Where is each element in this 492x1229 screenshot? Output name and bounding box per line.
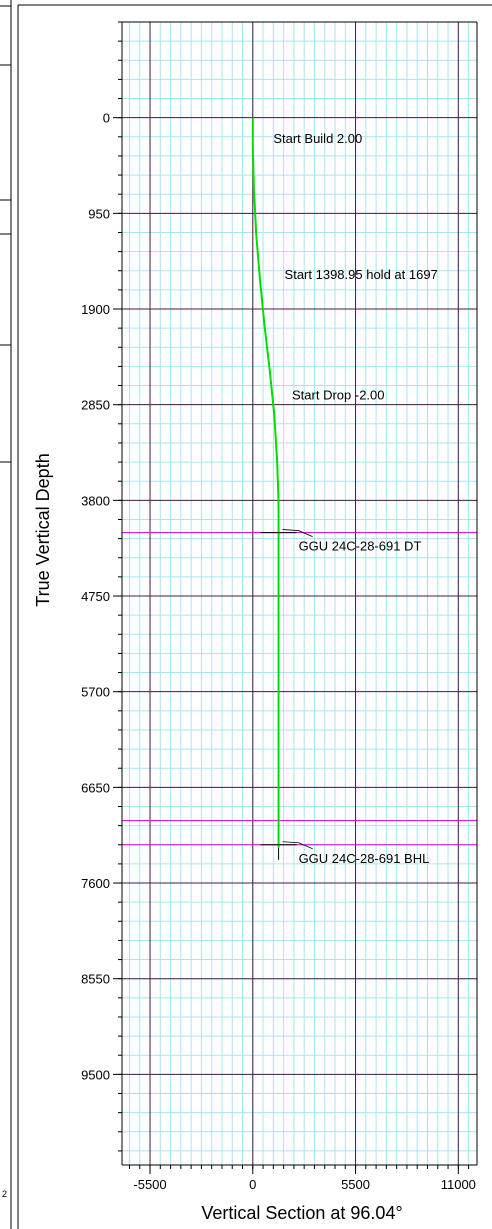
axes: [17, 4, 492, 1229]
left-panel-fragment: [0, 0, 12, 1229]
annotation-label: Start 1398.95 hold at 1697: [285, 267, 438, 282]
minor-grid: [122, 21, 477, 1165]
edge-fragment-label: 2: [2, 1189, 7, 1199]
y-tick-label: 1900: [81, 302, 110, 317]
annotation-layer: GGU 24C-28-691 DT GGU 24C-28-691 BHL Start…: [260, 131, 438, 866]
tick-labels: 0 950 1900 2850 3800 4750 5700 6650 7600 8550 9500…: [81, 111, 476, 1192]
x-tick-label: 5500: [341, 1177, 370, 1192]
y-tick-label: 7600: [81, 876, 110, 891]
target-label: GGU 24C-28-691 BHL: [299, 851, 430, 866]
y-tick-label: 5700: [81, 685, 110, 700]
series-layer: [251, 117, 280, 860]
x-axis-title: Vertical Section at 96.04°: [201, 1203, 402, 1223]
plot-background: [122, 22, 477, 1165]
y-tick-label: 2850: [81, 398, 110, 413]
x-tick-label: 11000: [441, 1177, 476, 1192]
target-leader: [282, 841, 313, 850]
y-tick-label: 8550: [81, 972, 110, 987]
y-tick-label: 6650: [81, 780, 110, 795]
target-lines: [122, 532, 477, 846]
y-tick-label: 3800: [81, 493, 110, 508]
annotation-label: Start Drop -2.00: [292, 388, 385, 403]
y-tick-label: 9500: [81, 1067, 110, 1082]
well-path-line: [251, 117, 280, 848]
y-tick-label: 950: [88, 206, 110, 221]
annotation-label: Start Build 2.00: [273, 131, 362, 146]
y-tick-label: 4750: [81, 589, 110, 604]
y-tick-label: 0: [103, 111, 110, 126]
target-leader: [282, 529, 313, 537]
y-axis-title: True Vertical Depth: [33, 453, 53, 606]
x-tick-label: 0: [249, 1177, 256, 1192]
target-label: GGU 24C-28-691 DT: [299, 539, 422, 554]
x-tick-label: -5500: [133, 1177, 166, 1192]
major-grid: [122, 22, 477, 1165]
